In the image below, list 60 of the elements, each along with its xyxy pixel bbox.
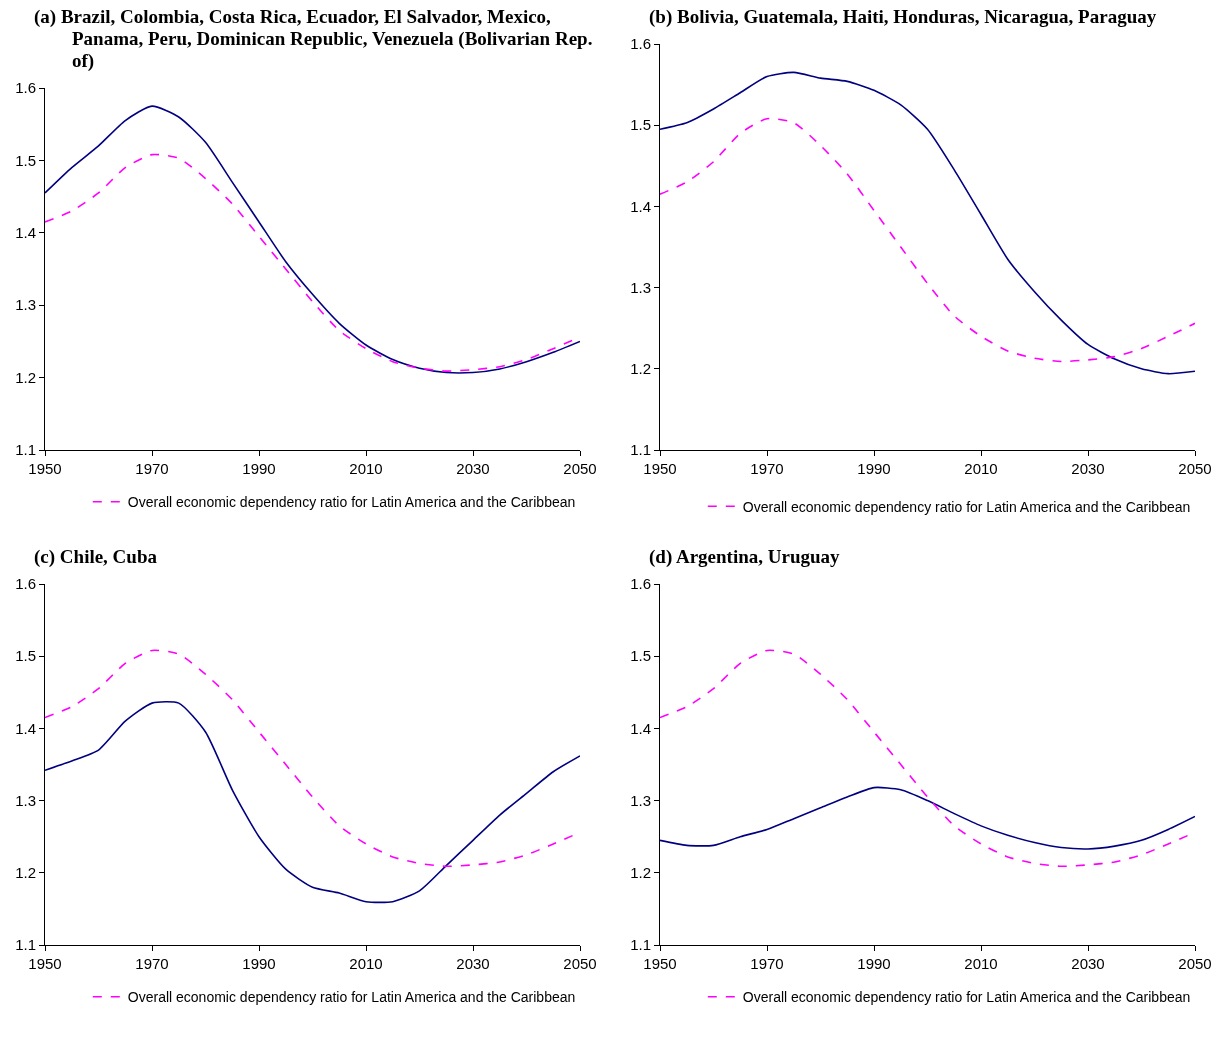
- y-tick-label: 1.6: [630, 35, 651, 53]
- x-tick-label: 1950: [643, 955, 677, 972]
- line-series: [660, 786, 1195, 850]
- x-tick-label: 2030: [1071, 460, 1105, 477]
- chart-title: (b) Bolivia, Guatemala, Haiti, Honduras, Nicaragua, Paraguay: [648, 5, 1158, 29]
- y-tick-label: 1.1: [15, 441, 36, 459]
- x-tick-label: 2030: [456, 460, 490, 477]
- y-tick-label: 1.4: [15, 719, 36, 737]
- y-tick-label: 1.3: [630, 791, 651, 809]
- y-tick-label: 1.3: [630, 278, 651, 296]
- x-tick-label: 1990: [857, 460, 891, 477]
- legend-label: Overall economic dependency ratio for Latin America and the Caribbean: [127, 494, 576, 511]
- y-tick-label: 1.4: [630, 197, 651, 215]
- y-tick-label: 1.6: [15, 79, 36, 97]
- y-tick-label: 1.6: [15, 575, 36, 593]
- legend-label: Overall economic dependency ratio for Latin America and the Caribbean: [742, 989, 1191, 1006]
- x-tick-label: 2030: [456, 955, 490, 972]
- x-tick-label: 2030: [1071, 955, 1105, 972]
- x-tick-label: 1950: [643, 460, 677, 477]
- x-tick-label: 2010: [964, 955, 998, 972]
- x-tick-label: 1970: [750, 460, 784, 477]
- x-tick-label: 1970: [135, 460, 169, 477]
- y-tick-label: 1.2: [630, 864, 651, 882]
- y-tick-label: 1.2: [15, 368, 36, 386]
- x-tick-label: 2010: [349, 955, 383, 972]
- legend-label: Overall economic dependency ratio for Latin America and the Caribbean: [742, 498, 1191, 515]
- chart-title: (d) Argentina, Uruguay: [648, 545, 841, 569]
- x-tick-label: 1970: [135, 955, 169, 972]
- legend-label: Overall economic dependency ratio for Latin America and the Caribbean: [127, 989, 576, 1006]
- line-series: [45, 105, 580, 374]
- x-tick-label: 1990: [242, 955, 276, 972]
- y-tick-label: 1.1: [630, 441, 651, 459]
- chart-title: (c) Chile, Cuba: [33, 545, 158, 569]
- line-series: [660, 71, 1195, 375]
- y-tick-label: 1.1: [630, 936, 651, 954]
- x-tick-label: 1970: [750, 955, 784, 972]
- y-tick-label: 1.3: [15, 791, 36, 809]
- y-tick-label: 1.5: [630, 116, 651, 134]
- chart-title: (a) Brazil, Colombia, Costa Rica, Ecuador, El Salvador, Mexico, Panama, Peru, Dominican Republic, Venezuela (Bolivarian Rep. of): [33, 5, 594, 73]
- y-tick-label: 1.2: [630, 360, 651, 378]
- y-tick-label: 1.5: [15, 647, 36, 665]
- x-tick-label: 2050: [563, 955, 597, 972]
- y-tick-label: 1.4: [630, 719, 651, 737]
- line-series: [660, 117, 1195, 363]
- y-tick-label: 1.5: [15, 151, 36, 169]
- x-tick-label: 1950: [28, 955, 62, 972]
- x-tick-label: 2010: [349, 460, 383, 477]
- x-tick-label: 1990: [857, 955, 891, 972]
- x-tick-label: 2010: [964, 460, 998, 477]
- x-tick-label: 2050: [1178, 955, 1212, 972]
- y-tick-label: 1.6: [630, 575, 651, 593]
- x-tick-label: 2050: [563, 460, 597, 477]
- y-tick-label: 1.3: [15, 296, 36, 314]
- y-tick-label: 1.4: [15, 224, 36, 242]
- x-tick-label: 1990: [242, 460, 276, 477]
- y-tick-label: 1.2: [15, 864, 36, 882]
- x-tick-label: 1950: [28, 460, 62, 477]
- y-tick-label: 1.1: [15, 936, 36, 954]
- y-tick-label: 1.5: [630, 647, 651, 665]
- x-tick-label: 2050: [1178, 460, 1212, 477]
